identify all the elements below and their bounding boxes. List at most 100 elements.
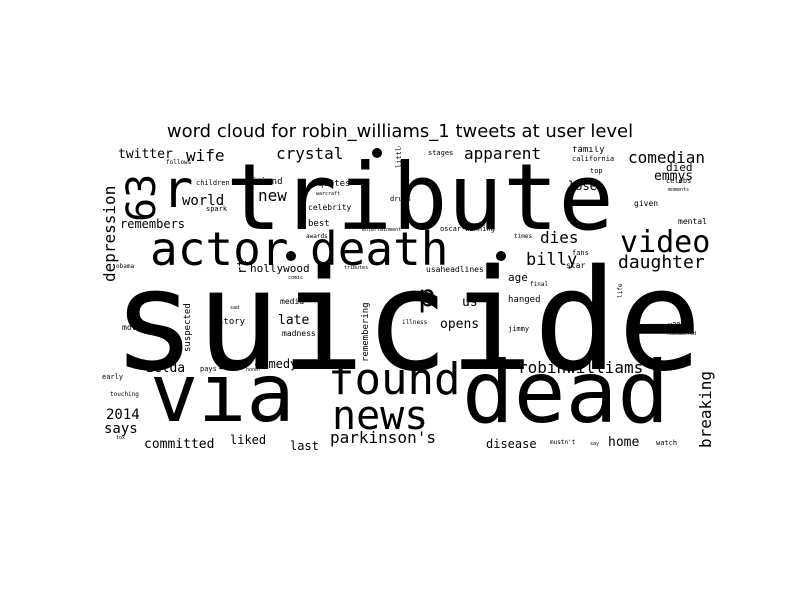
word-mental: mental <box>678 217 707 226</box>
word-zelda: zelda <box>146 361 186 376</box>
word-drugs: drugs <box>390 195 412 203</box>
chart-title: word cloud for robin_williams_1 tweets a… <box>166 121 634 142</box>
word-disease: disease <box>486 437 537 451</box>
word-tribute: tribute <box>226 146 614 251</box>
word-found: found <box>328 354 461 405</box>
word-oscar-winning: oscar-winning <box>440 225 495 233</box>
word-comedy: comedy <box>254 357 298 371</box>
word-celebrity: celebrity <box>308 203 352 212</box>
word-say: say <box>590 441 600 447</box>
word-robinwilliams: robinwilliams <box>518 358 644 377</box>
word-via: via <box>150 347 295 440</box>
word-63: 63 <box>119 173 165 222</box>
word-spark: spark <box>206 205 228 213</box>
word-warcraft: warcraft <box>316 191 341 197</box>
word-watch: watch <box>656 439 678 447</box>
word-opens: opens <box>440 317 480 332</box>
word-star: star <box>566 261 586 270</box>
word-honor: honor <box>246 367 262 373</box>
word-billy: billy <box>526 250 578 270</box>
word-usaheadlines: usaheadlines <box>426 265 484 274</box>
word-life: life <box>617 283 624 298</box>
word-rt: rt <box>235 259 249 274</box>
word-crystal: crystal <box>276 146 344 163</box>
word-wife: wife <box>186 146 225 165</box>
word-dead: dead <box>462 343 670 443</box>
word-early: early <box>102 373 124 381</box>
word-jimmy: jimmy <box>508 325 530 333</box>
word-world: world <box>182 193 225 209</box>
word-news: news <box>332 393 429 439</box>
word-family: family <box>572 146 605 155</box>
word-us: us <box>462 295 478 310</box>
word-illness: illness <box>402 319 428 326</box>
word-comedian: comedian <box>628 148 706 167</box>
word-remembering: remembering <box>361 302 371 362</box>
word-breaking: breaking <box>696 370 715 448</box>
word-follows: follows <box>166 159 192 166</box>
word-new: new <box>258 186 287 205</box>
word-emmys: emmys <box>654 169 694 184</box>
word-tox: tox <box>116 435 126 441</box>
word-2014: 2014 <box>106 407 140 423</box>
word-suspected: suspected <box>183 303 193 352</box>
word-top: top <box>590 167 603 175</box>
bullet-dot <box>372 148 382 158</box>
word-final: final <box>530 281 549 288</box>
word-video: video <box>620 225 711 260</box>
word-awards: awards <box>306 233 328 240</box>
word-late: late <box>278 313 310 328</box>
word-sad: sad <box>230 305 240 311</box>
word-best: best <box>308 219 330 229</box>
word-mustnt: mustn't <box>550 439 576 446</box>
bullet-dot <box>286 251 296 261</box>
word-media: media <box>280 297 305 306</box>
word-little: little <box>395 146 403 168</box>
word-twitter: twitter <box>118 147 173 162</box>
word-hollywood: hollywood <box>250 262 310 275</box>
word-friend: friend <box>250 177 283 187</box>
word-suicide: suicide <box>112 240 703 403</box>
word-cause: cause <box>586 305 602 311</box>
word-lose: lose <box>568 179 597 193</box>
word-r: r <box>162 160 194 220</box>
word-touching: touching <box>110 391 139 398</box>
word-quotes: quotes <box>318 179 351 189</box>
word-pays: pays <box>200 365 217 373</box>
word-cloud: suicide tribute via dead actor death fou… <box>100 146 720 458</box>
word-dies: dies <box>540 228 579 247</box>
word-story: story <box>218 317 246 327</box>
word-moments: moments <box>668 187 690 193</box>
word-apparent: apparent <box>464 146 542 163</box>
word-movie: movie <box>122 323 147 332</box>
word-given: given <box>634 199 659 208</box>
word-last: last <box>290 439 319 453</box>
word-u2013: u2013 <box>668 321 690 329</box>
word-remembers: remembers <box>120 217 186 231</box>
word-entertainment: entertainment <box>362 227 402 233</box>
word-age: age <box>508 271 528 284</box>
word-comic: comic <box>288 275 304 281</box>
word-children: children <box>196 179 230 187</box>
word-california: california <box>572 155 615 163</box>
word-parkinsons: parkinson's <box>330 428 436 447</box>
word-times: times <box>514 233 533 240</box>
word-celebs: celebs <box>666 177 692 185</box>
word-fans: fans <box>572 249 589 257</box>
word-obama: obama <box>116 263 135 270</box>
word-stages: stages <box>428 149 454 157</box>
word-actor: actor <box>150 222 289 276</box>
word-hanged: hanged <box>508 295 541 305</box>
word-death: death <box>310 222 449 276</box>
word-committed: committed <box>144 437 215 452</box>
word-home: home <box>608 435 640 450</box>
word-madness: madness <box>282 329 316 338</box>
word-died: died <box>666 161 693 174</box>
word-liked: liked <box>230 433 267 447</box>
word-says: says <box>104 421 138 437</box>
word-p: p <box>418 279 437 314</box>
word-tributes: tributes <box>344 265 369 271</box>
word-remembered: remembered <box>666 331 697 337</box>
word-daughter: daughter <box>618 252 705 273</box>
bullet-dot <box>496 251 506 261</box>
